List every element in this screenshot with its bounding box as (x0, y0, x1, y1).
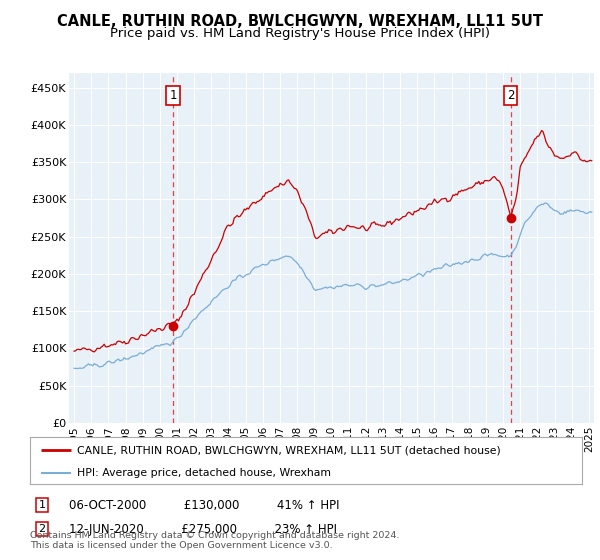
Text: Contains HM Land Registry data © Crown copyright and database right 2024.
This d: Contains HM Land Registry data © Crown c… (30, 530, 400, 550)
Text: 1: 1 (169, 88, 177, 102)
Text: 2: 2 (38, 524, 46, 534)
Text: 06-OCT-2000          £130,000          41% ↑ HPI: 06-OCT-2000 £130,000 41% ↑ HPI (69, 498, 340, 512)
Text: HPI: Average price, detached house, Wrexham: HPI: Average price, detached house, Wrex… (77, 468, 331, 478)
Text: CANLE, RUTHIN ROAD, BWLCHGWYN, WREXHAM, LL11 5UT (detached house): CANLE, RUTHIN ROAD, BWLCHGWYN, WREXHAM, … (77, 445, 500, 455)
Text: CANLE, RUTHIN ROAD, BWLCHGWYN, WREXHAM, LL11 5UT: CANLE, RUTHIN ROAD, BWLCHGWYN, WREXHAM, … (57, 14, 543, 29)
Text: Price paid vs. HM Land Registry's House Price Index (HPI): Price paid vs. HM Land Registry's House … (110, 27, 490, 40)
Text: 1: 1 (38, 500, 46, 510)
Text: 2: 2 (507, 88, 515, 102)
Text: 12-JUN-2020          £275,000          23% ↑ HPI: 12-JUN-2020 £275,000 23% ↑ HPI (69, 522, 337, 536)
